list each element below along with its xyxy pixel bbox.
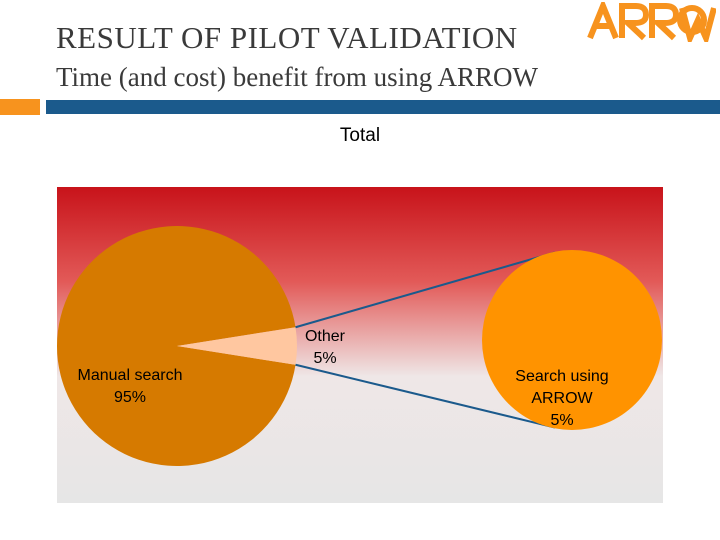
- pie-slice-manual-search: [57, 226, 296, 467]
- accent-bar-blue: [46, 100, 720, 114]
- pie-slice-other: [177, 327, 298, 365]
- slide-subtitle: Time (and cost) benefit from using ARROW: [56, 62, 538, 92]
- arrow-logo: [587, 2, 716, 42]
- accent-bar-orange: [0, 99, 40, 115]
- chart-title: Total: [339, 125, 381, 146]
- data-label-manual-search: Manual search 95%: [78, 367, 183, 406]
- secondary-pie-arrow: [482, 250, 662, 430]
- connector-line-bottom: [295, 363, 556, 429]
- data-label-other: Other 5%: [305, 328, 346, 367]
- slide-title: RESULT OF PILOT VALIDATION: [56, 20, 518, 55]
- connector-line-top: [295, 251, 556, 329]
- data-label-search-using-arrow: Search using ARROW 5%: [515, 368, 608, 429]
